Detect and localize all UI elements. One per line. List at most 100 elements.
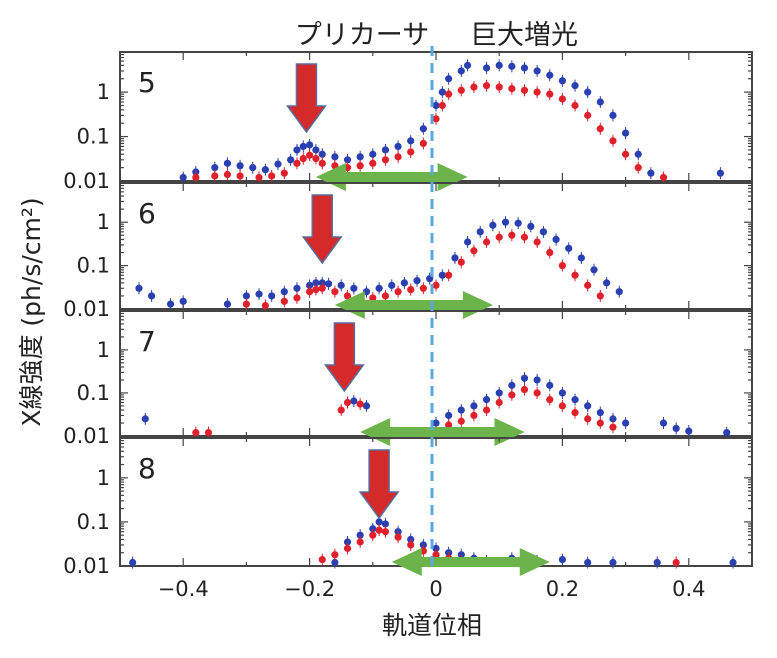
blue-data-point: [514, 219, 522, 227]
blue-data-point: [584, 558, 592, 567]
blue-data-point: [438, 271, 446, 279]
precursor-annotation: プリカーサ: [295, 20, 429, 51]
red-data-point: [634, 164, 642, 172]
blue-data-point: [609, 415, 617, 423]
y-tick-label: 0.01: [63, 169, 110, 193]
red-data-point: [533, 88, 541, 96]
red-data-point: [571, 101, 579, 110]
blue-data-point: [400, 279, 408, 287]
red-data-point: [584, 111, 592, 119]
blue-data-point: [388, 281, 396, 289]
x-tick-label: 0: [429, 577, 442, 601]
blue-data-point: [394, 142, 402, 151]
blue-data-point: [318, 150, 326, 158]
red-data-point: [211, 172, 219, 180]
x-tick-label: 0.4: [672, 577, 705, 601]
blue-data-point: [457, 406, 465, 414]
blue-data-point: [407, 137, 415, 145]
red-data-point: [558, 261, 567, 270]
blue-data-point: [242, 292, 250, 300]
red-data-point: [236, 172, 244, 180]
red-data-point: [584, 415, 592, 423]
blue-data-point: [255, 290, 263, 298]
blue-data-point: [565, 244, 573, 252]
y-tick-label: 0.1: [77, 254, 110, 278]
blue-data-point: [179, 297, 187, 305]
blue-data-point: [356, 153, 364, 161]
blue-data-point: [432, 419, 440, 427]
red-data-point: [381, 292, 390, 300]
red-data-point: [482, 82, 491, 90]
red-data-point: [369, 159, 377, 167]
blue-data-point: [324, 280, 333, 288]
red-data-point: [312, 285, 320, 294]
y-axis-title: X線強度 (ph/s/cm²): [17, 197, 46, 426]
blue-data-point: [571, 82, 579, 90]
red-data-point: [204, 428, 213, 437]
blue-data-point: [331, 153, 339, 161]
blue-data-point: [685, 427, 693, 435]
red-data-point: [609, 137, 617, 145]
blue-data-point: [647, 169, 655, 177]
red-data-point: [381, 156, 390, 164]
blue-data-point: [381, 520, 390, 528]
blue-data-point: [343, 538, 352, 546]
red-data-point: [508, 85, 516, 93]
red-data-point: [482, 406, 491, 414]
red-data-point: [470, 83, 478, 91]
blue-data-point: [476, 228, 484, 236]
red-data-point: [369, 294, 377, 302]
red-data-point: [495, 398, 503, 407]
red-data-point: [331, 288, 339, 296]
blue-data-point: [179, 173, 187, 182]
red-data-point: [407, 541, 415, 549]
blue-data-point: [413, 277, 421, 285]
blue-data-point: [590, 266, 598, 274]
red-data-point: [318, 159, 326, 167]
red-data-point: [445, 421, 453, 429]
blue-data-point: [558, 555, 567, 564]
y-tick-label: 1: [97, 466, 110, 490]
blue-data-point: [558, 389, 567, 397]
blue-data-point: [331, 558, 339, 567]
red-data-point: [293, 159, 301, 167]
blue-data-point: [287, 156, 295, 164]
blue-data-point: [312, 279, 320, 287]
red-data-point: [457, 86, 465, 94]
blue-data-point: [609, 111, 617, 119]
red-data-point: [508, 391, 516, 399]
blue-data-point: [495, 61, 503, 69]
red-data-point: [261, 301, 269, 310]
red-data-point: [356, 400, 364, 408]
red-data-point: [192, 173, 200, 182]
red-data-point: [438, 101, 446, 110]
y-tick-label: 0.01: [63, 554, 110, 578]
blue-data-point: [438, 88, 446, 96]
red-data-point: [343, 398, 352, 407]
red-data-point: [299, 154, 307, 163]
red-data-point: [470, 411, 478, 420]
blue-data-point: [584, 402, 592, 410]
precursor-arrow: [323, 322, 365, 393]
red-data-point: [381, 528, 390, 536]
y-tick-label: 1: [97, 80, 110, 104]
blue-data-point: [419, 125, 427, 133]
red-data-point: [520, 86, 529, 94]
precursor-arrow: [285, 63, 327, 134]
blue-data-point: [609, 558, 617, 567]
blue-data-point: [596, 408, 604, 417]
blue-data-point: [533, 376, 541, 384]
blue-data-point: [375, 518, 383, 526]
blue-data-point: [148, 292, 156, 300]
red-data-point: [520, 233, 529, 241]
y-tick-label: 0.1: [77, 125, 110, 149]
red-data-point: [457, 417, 465, 425]
x-tick-label: −0.2: [284, 577, 335, 601]
red-data-point: [306, 151, 314, 159]
red-data-point: [192, 428, 200, 437]
blue-data-point: [306, 141, 314, 149]
blue-data-point: [432, 101, 440, 110]
red-data-point: [470, 247, 478, 255]
blue-data-point: [533, 67, 541, 75]
